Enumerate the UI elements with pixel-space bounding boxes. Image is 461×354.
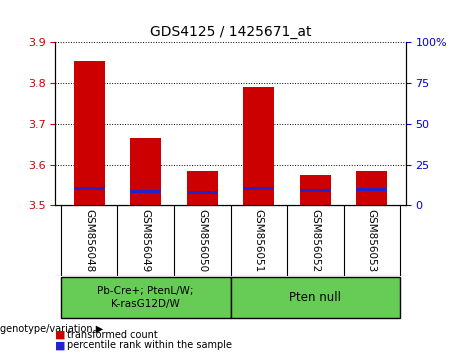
Text: Pb-Cre+; PtenL/W;
K-rasG12D/W: Pb-Cre+; PtenL/W; K-rasG12D/W — [97, 286, 194, 309]
Bar — [230, 277, 400, 318]
Text: ■: ■ — [55, 340, 66, 350]
Bar — [130, 190, 161, 193]
Text: ■: ■ — [55, 330, 66, 339]
Text: GSM856051: GSM856051 — [254, 209, 264, 272]
Bar — [187, 171, 218, 205]
Bar — [300, 189, 331, 192]
Bar — [300, 175, 331, 205]
Bar — [61, 277, 230, 318]
Text: transformed count: transformed count — [67, 330, 158, 339]
Text: Pten null: Pten null — [289, 291, 341, 304]
Text: percentile rank within the sample: percentile rank within the sample — [67, 340, 232, 350]
Bar — [243, 187, 274, 190]
Bar — [74, 187, 105, 190]
Bar — [74, 61, 105, 205]
Text: GSM856049: GSM856049 — [141, 209, 151, 272]
Bar — [187, 191, 218, 194]
Text: GSM856048: GSM856048 — [84, 209, 94, 272]
Text: GSM856052: GSM856052 — [310, 209, 320, 272]
Text: GSM856053: GSM856053 — [367, 209, 377, 272]
Text: GSM856050: GSM856050 — [197, 209, 207, 272]
Title: GDS4125 / 1425671_at: GDS4125 / 1425671_at — [150, 25, 311, 39]
Bar — [356, 171, 387, 205]
Text: genotype/variation ▶: genotype/variation ▶ — [0, 324, 103, 334]
Bar — [356, 188, 387, 192]
Bar — [243, 87, 274, 205]
Bar — [130, 138, 161, 205]
